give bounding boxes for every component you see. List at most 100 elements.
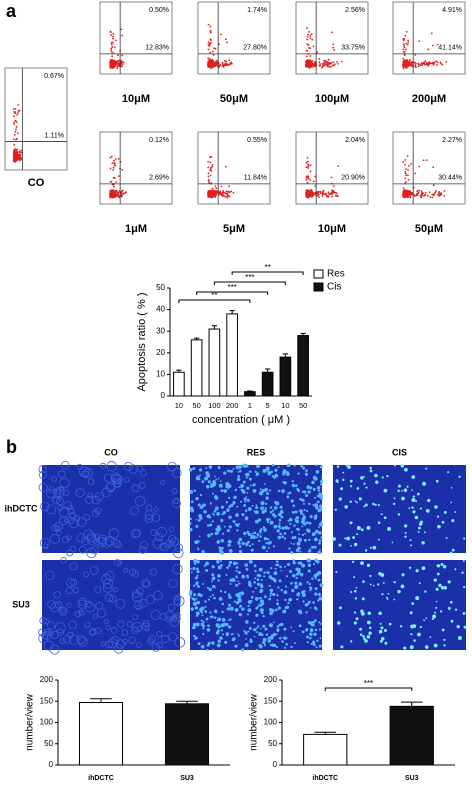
nucleus <box>247 604 250 608</box>
nucleus <box>189 528 193 532</box>
cell <box>102 583 113 593</box>
event-dot <box>14 153 17 156</box>
cell <box>94 586 102 594</box>
panel-label: a <box>6 1 17 21</box>
nucleus <box>273 514 277 518</box>
nucleus <box>450 600 453 604</box>
nucleus <box>238 465 241 469</box>
nucleus <box>220 546 224 550</box>
event-dot <box>20 149 23 152</box>
significance-bracket <box>324 687 413 691</box>
nucleus <box>344 505 348 509</box>
nucleus <box>281 489 285 494</box>
nucleus <box>383 628 387 632</box>
cell <box>86 547 97 559</box>
nucleus <box>441 628 445 632</box>
nucleus <box>245 476 248 479</box>
nucleus <box>205 561 209 566</box>
nucleus <box>217 625 221 629</box>
nucleus <box>259 488 262 490</box>
nucleus <box>202 503 206 508</box>
event-dot <box>409 191 412 194</box>
event-dot <box>319 190 322 193</box>
nucleus <box>411 602 415 606</box>
event-dot <box>305 194 308 197</box>
event-dot <box>309 34 312 37</box>
nucleus <box>411 475 416 479</box>
nucleus <box>364 639 368 643</box>
nucleus <box>239 470 242 473</box>
nucleus <box>275 560 279 563</box>
event-dot <box>112 196 114 199</box>
cell <box>112 539 121 548</box>
nucleus <box>419 625 422 629</box>
nucleus <box>308 521 312 525</box>
nucleus <box>285 636 288 640</box>
event-dot <box>207 160 210 163</box>
nucleus <box>414 515 419 520</box>
nucleus <box>225 501 228 504</box>
nucleus <box>297 489 301 492</box>
nucleus <box>297 472 300 475</box>
nucleus <box>451 548 455 552</box>
nucleus <box>248 477 252 481</box>
nucleus <box>246 486 250 490</box>
cell <box>173 614 181 623</box>
event-dot <box>123 192 125 195</box>
event-dot <box>405 64 408 67</box>
nucleus <box>281 535 284 539</box>
event-dot <box>305 49 308 52</box>
nucleus <box>229 618 232 621</box>
cell <box>66 549 74 557</box>
nucleus <box>268 607 273 612</box>
event-dot <box>408 194 411 196</box>
nucleus <box>382 582 385 584</box>
flow-plot: 2.56%33.75% <box>295 1 369 75</box>
cell <box>94 627 102 635</box>
nucleus <box>279 505 283 509</box>
nucleus <box>375 480 379 484</box>
nucleus <box>196 570 200 574</box>
cell <box>110 472 121 482</box>
flow-plot: 2.27%30.44% <box>392 131 466 205</box>
nucleus <box>256 536 259 539</box>
nucleus <box>306 485 311 490</box>
cell <box>152 590 163 601</box>
event-dot <box>405 168 407 171</box>
nucleus <box>318 592 321 596</box>
nucleus <box>354 542 358 547</box>
event-dot <box>311 62 314 65</box>
event-dot <box>418 165 421 168</box>
event-dot <box>226 192 229 195</box>
nucleus <box>351 560 355 564</box>
nucleus <box>366 635 371 639</box>
event-dot <box>210 191 213 194</box>
cell <box>121 629 129 636</box>
nucleus <box>421 566 426 571</box>
cell <box>174 594 182 601</box>
event-dot <box>207 166 210 169</box>
event-dot <box>440 62 442 65</box>
percent-upper-right: 2.56% <box>345 7 365 14</box>
nucleus <box>190 607 194 611</box>
nucleus <box>443 644 446 647</box>
cell <box>123 477 130 483</box>
nucleus <box>254 470 257 473</box>
event-dot <box>113 192 115 194</box>
event-dot <box>117 157 120 160</box>
event-dot <box>212 66 215 68</box>
percent-lower-right: 12.83% <box>145 45 169 52</box>
nucleus <box>353 589 357 593</box>
nucleus <box>303 490 307 494</box>
event-dot <box>434 191 437 194</box>
nucleus <box>309 636 312 640</box>
nucleus <box>449 551 453 555</box>
event-dot <box>311 191 314 194</box>
nucleus <box>199 593 203 597</box>
nucleus <box>299 509 303 513</box>
event-dot <box>122 61 125 64</box>
event-dot <box>110 43 113 46</box>
event-dot <box>417 65 420 68</box>
x-tick-label: 10 <box>281 401 289 410</box>
event-dot <box>326 65 329 68</box>
